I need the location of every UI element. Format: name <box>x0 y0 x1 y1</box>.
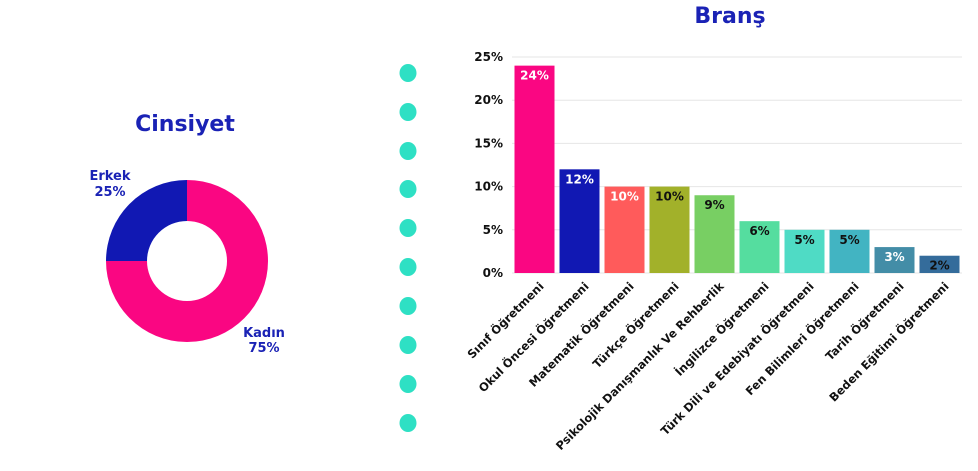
bar-value-label: 5% <box>839 233 859 247</box>
donut-chart-title: Cinsiyet <box>135 112 235 137</box>
decorative-dot <box>399 219 417 237</box>
decorative-dot <box>399 142 417 160</box>
decorative-dot <box>399 64 417 82</box>
donut-slice-label: Kadın <box>243 326 285 341</box>
y-tick-label: 10% <box>474 180 503 194</box>
y-tick-label: 15% <box>474 136 503 150</box>
decorative-dot <box>399 375 417 393</box>
bar-8 <box>829 229 870 273</box>
bar-value-label: 10% <box>610 190 639 204</box>
x-category-label: Türk Dili ve Edebiyatı Öğretmeni <box>657 279 817 439</box>
donut-slice-1 <box>106 180 268 342</box>
bar-4 <box>649 186 690 273</box>
x-category-label: Psikolojik Danışmanlık Ve Rehberlik <box>553 279 727 453</box>
y-tick-label: 25% <box>474 50 503 64</box>
bar-2 <box>559 169 600 273</box>
bar-value-label: 9% <box>704 198 724 212</box>
bar-7 <box>784 229 825 273</box>
bar-1 <box>514 65 555 273</box>
donut-slice-2 <box>106 180 187 261</box>
decorative-dot <box>399 336 417 354</box>
x-category-label: Sınıf Öğretmeni <box>464 279 547 362</box>
bar-chart-title: Branş <box>694 4 766 29</box>
bar-value-label: 24% <box>520 69 549 83</box>
bar-value-label: 10% <box>655 190 684 204</box>
bar-value-label: 3% <box>884 250 904 264</box>
decorative-dot <box>399 103 417 121</box>
bar-value-label: 2% <box>929 259 949 273</box>
donut-slice-value: 75% <box>248 341 279 356</box>
bar-10 <box>919 255 960 273</box>
x-category-label: Türkçe Öğretmeni <box>589 279 681 371</box>
y-tick-label: 20% <box>474 93 503 107</box>
decorative-dot <box>399 297 417 315</box>
bar-value-label: 6% <box>749 224 769 238</box>
bar-value-label: 5% <box>794 233 814 247</box>
decorative-dot <box>399 414 417 432</box>
bar-3 <box>604 186 645 273</box>
x-category-label: Tarih Öğretmeni <box>822 279 907 364</box>
donut-slice-value: 25% <box>94 185 125 200</box>
bar-value-label: 12% <box>565 172 594 186</box>
y-tick-label: 5% <box>483 223 503 237</box>
decorative-dot <box>399 258 417 276</box>
donut-slice-label: Erkek <box>89 169 130 184</box>
bar-5 <box>694 195 735 273</box>
decorative-dot <box>399 180 417 198</box>
y-tick-label: 0% <box>483 266 503 280</box>
bar-9 <box>874 247 915 273</box>
bar-6 <box>739 221 780 273</box>
